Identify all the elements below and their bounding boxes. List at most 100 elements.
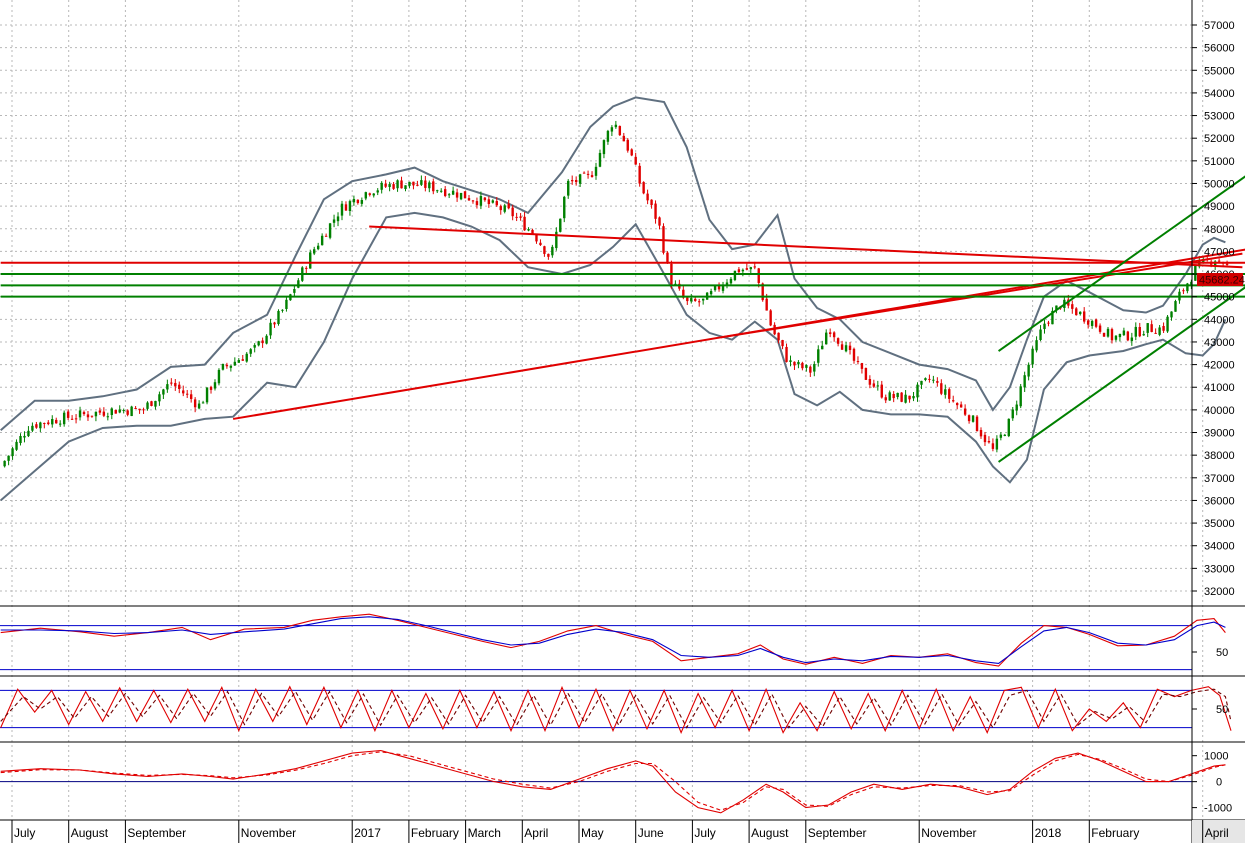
candle-body bbox=[1090, 320, 1094, 326]
candle-body bbox=[114, 409, 117, 414]
candle-body bbox=[801, 362, 804, 369]
candle-body bbox=[487, 199, 491, 205]
x-month-label: November bbox=[241, 826, 296, 840]
candle-body bbox=[690, 298, 693, 302]
candle-body bbox=[1086, 320, 1090, 325]
candle-body bbox=[471, 200, 475, 202]
candle-body bbox=[19, 436, 22, 444]
candle-body bbox=[90, 415, 94, 417]
candle-body bbox=[74, 418, 78, 420]
y-tick-label: 57000 bbox=[1204, 20, 1235, 32]
candle-body bbox=[309, 252, 312, 269]
candle-body bbox=[832, 332, 836, 338]
candle-body bbox=[999, 434, 1003, 438]
candle-body bbox=[233, 361, 237, 366]
candle-body bbox=[412, 181, 415, 186]
candle-body bbox=[436, 190, 439, 192]
candle-body bbox=[356, 199, 360, 204]
candle-body bbox=[1150, 324, 1153, 332]
candle-body bbox=[570, 180, 574, 182]
candle-body bbox=[253, 345, 256, 348]
candle-body bbox=[154, 400, 157, 407]
candle-body bbox=[785, 346, 788, 362]
y-tick-label: 37000 bbox=[1204, 473, 1235, 485]
candle-body bbox=[43, 422, 46, 424]
candle-body bbox=[122, 409, 125, 411]
candle-body bbox=[654, 203, 657, 219]
candle-body bbox=[749, 267, 753, 270]
candle-body bbox=[908, 395, 911, 400]
candle-body bbox=[987, 441, 991, 443]
candle-body bbox=[932, 379, 935, 381]
candle-body bbox=[674, 283, 677, 285]
candle-body bbox=[900, 392, 903, 402]
candle-body bbox=[35, 424, 38, 428]
candle-body bbox=[658, 217, 661, 226]
candle-body bbox=[936, 381, 939, 383]
candle-body bbox=[614, 124, 618, 128]
y-tick-label: 48000 bbox=[1204, 224, 1235, 236]
x-month-label: July bbox=[694, 826, 715, 840]
x-month-label: April bbox=[524, 826, 548, 840]
candle-body bbox=[237, 360, 240, 363]
candle-body bbox=[904, 394, 907, 403]
candle-body bbox=[404, 185, 407, 190]
candle-body bbox=[1142, 334, 1145, 336]
candle-body bbox=[959, 404, 963, 408]
axis-corner bbox=[1192, 820, 1245, 843]
candle-body bbox=[1007, 418, 1010, 437]
candle-body bbox=[578, 174, 582, 184]
x-month-label: September bbox=[808, 826, 867, 840]
candle-body bbox=[844, 345, 848, 352]
candle-body bbox=[51, 418, 54, 425]
candle-body bbox=[1075, 308, 1078, 316]
candle-body bbox=[293, 289, 296, 293]
candle-body bbox=[896, 392, 899, 398]
candle-body bbox=[396, 180, 399, 189]
y-tick-label: 50000 bbox=[1204, 178, 1235, 190]
candle-body bbox=[158, 394, 161, 402]
candle-body bbox=[336, 216, 340, 222]
candle-body bbox=[586, 173, 590, 175]
candle-body bbox=[182, 390, 185, 394]
candle-body bbox=[1186, 283, 1189, 292]
candle-body bbox=[459, 192, 463, 200]
oscillator_2-series-2 bbox=[0, 688, 1232, 729]
candle-body bbox=[761, 283, 764, 301]
candle-body bbox=[753, 266, 756, 268]
candle-body bbox=[638, 165, 641, 184]
candle-body bbox=[416, 184, 419, 186]
last-price-label: 45682.24 bbox=[1199, 275, 1245, 287]
candle-body bbox=[709, 291, 713, 295]
candle-body bbox=[249, 349, 252, 354]
candle-body bbox=[1154, 332, 1157, 334]
candle-body bbox=[372, 193, 375, 196]
candle-body bbox=[400, 180, 403, 189]
candle-body bbox=[82, 412, 86, 415]
candle-body bbox=[912, 396, 915, 399]
candle-body bbox=[1174, 301, 1177, 312]
candle-body bbox=[197, 403, 201, 409]
candle-body bbox=[757, 268, 760, 284]
candle-body bbox=[1146, 323, 1149, 333]
candle-body bbox=[344, 204, 348, 211]
candle-body bbox=[884, 397, 887, 401]
oscillator_1-series-1 bbox=[0, 613, 1226, 667]
candle-body bbox=[1158, 327, 1161, 335]
candle-body bbox=[701, 298, 705, 301]
candle-body bbox=[360, 199, 364, 204]
candle-body bbox=[432, 181, 435, 192]
candle-body bbox=[892, 393, 895, 399]
candle-body bbox=[209, 386, 213, 390]
y-tick-label: 38000 bbox=[1204, 450, 1235, 462]
candle-body bbox=[1019, 386, 1022, 407]
candle-body bbox=[975, 416, 979, 432]
candle-body bbox=[733, 270, 737, 281]
candle-body bbox=[78, 410, 82, 418]
candle-body bbox=[102, 411, 106, 416]
candle-body bbox=[229, 365, 233, 368]
candle-body bbox=[269, 322, 272, 336]
candle-body bbox=[1126, 331, 1130, 341]
candle-body bbox=[769, 310, 772, 326]
candle-body bbox=[971, 415, 975, 422]
